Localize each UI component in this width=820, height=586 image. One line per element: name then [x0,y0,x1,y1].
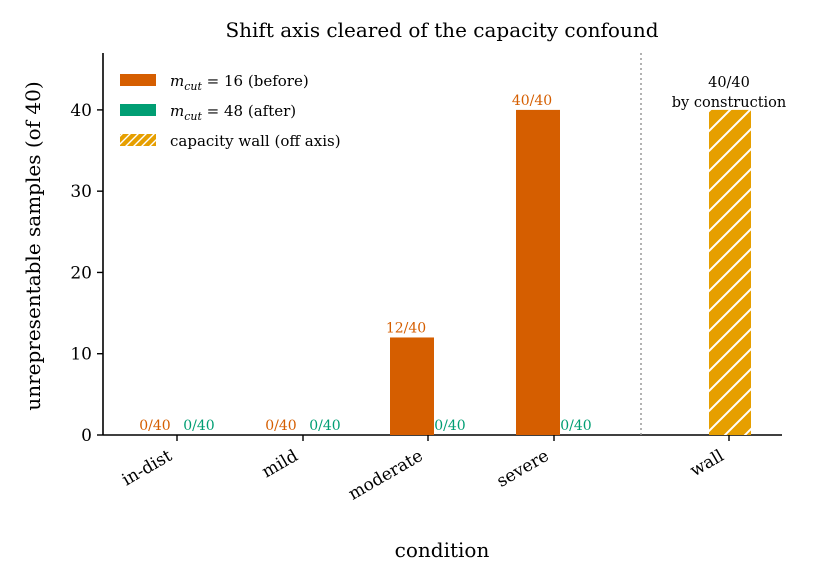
legend-swatch [120,74,156,86]
chart-title: Shift axis cleared of the capacity confo… [225,18,658,42]
legend-label: mcut = 48 (after) [170,102,296,123]
bar-label-after: 0/40 [434,418,465,434]
bar-label-before: 0/40 [265,418,296,434]
bar-label-before: 12/40 [386,320,426,336]
bar-label-before: 40/40 [512,93,552,109]
x-tick-label: moderate [345,446,426,505]
y-tick-label: 20 [70,263,92,283]
bar-label-after: 0/40 [309,418,340,434]
legend-label: capacity wall (off axis) [170,132,341,150]
x-tick-label: wall [687,446,728,481]
bar-label-before: 0/40 [139,418,170,434]
bars [390,109,751,435]
y-tick-label: 40 [70,101,92,121]
y-tick-label: 10 [70,345,92,365]
legend-swatch [120,104,156,116]
bar-wall [709,109,751,435]
wall-annotation: by construction [672,95,786,111]
bar-label-after: 0/40 [183,418,214,434]
wall-annotation: 40/40 [708,75,750,91]
bar-before [516,109,560,435]
legend-label: mcut = 16 (before) [170,72,309,93]
x-axis-label: condition [395,538,490,562]
bar-labels: 0/40 0/40 12/40 40/40 0/40 0/40 0/40 0/40 40/40 b… [139,75,786,434]
axes: 0 10 20 30 40 in-dist mild moderate severe wall [70,53,782,505]
y-tick-label: 30 [70,182,92,202]
bar-label-after: 0/40 [560,418,591,434]
legend: mcut = 16 (before) mcut = 48 (after) capac… [120,72,341,150]
x-tick-label: in-dist [119,446,176,490]
x-tick-label: severe [493,446,552,492]
y-axis-label: unrepresentable samples (of 40) [21,81,45,410]
bar-before [390,337,434,435]
x-tick-label: mild [259,446,302,482]
legend-swatch [120,134,156,146]
y-tick-label: 0 [81,426,92,446]
